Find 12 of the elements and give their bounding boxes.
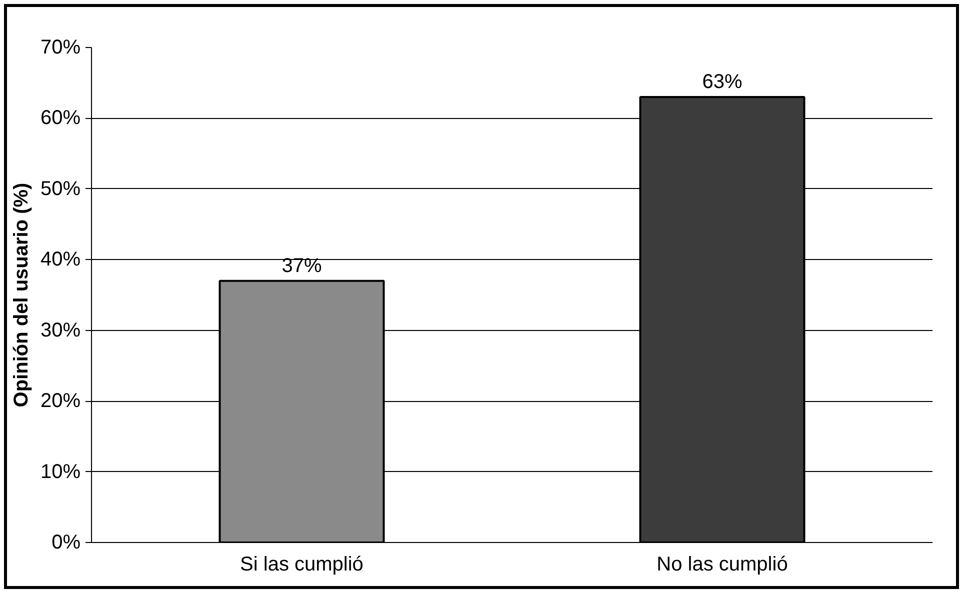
- y-tick-label: 30%: [40, 319, 81, 342]
- y-tick-label: 40%: [40, 248, 81, 271]
- x-tick-label: No las cumplió: [656, 554, 788, 576]
- y-tick-label: 10%: [40, 460, 81, 483]
- x-tick-label: Si las cumplió: [240, 554, 364, 576]
- data-label: 63%: [702, 71, 742, 93]
- y-tick-label: 50%: [40, 178, 81, 200]
- y-axis-title: Opinión del usuario (%): [10, 182, 32, 408]
- y-tick-label: 60%: [40, 107, 81, 130]
- y-tick-label: 70%: [40, 36, 81, 58]
- y-tick-label: 20%: [40, 390, 81, 412]
- y-tick-label: 0%: [52, 532, 81, 554]
